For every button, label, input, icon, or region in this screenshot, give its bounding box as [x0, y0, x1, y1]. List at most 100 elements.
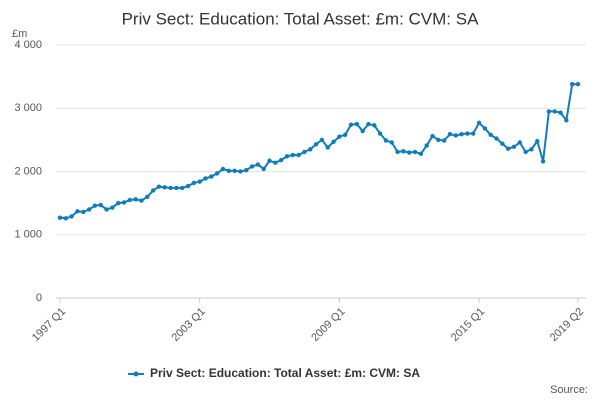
point: [325, 145, 330, 150]
point: [150, 188, 156, 193]
point: [372, 123, 377, 128]
chart-title: Priv Sect: Education: Total Asset: £m: C…: [122, 9, 479, 28]
legend-label: Priv Sect: Education: Total Asset: £m: C…: [150, 366, 420, 380]
point: [69, 214, 74, 219]
source: Source:: [550, 384, 588, 396]
y-tick-label: 0: [36, 292, 42, 304]
point: [308, 147, 313, 152]
point: [75, 209, 80, 214]
point: [482, 126, 488, 131]
point: [302, 149, 307, 155]
point: [500, 141, 505, 146]
x-tick-label: 2019 Q2: [548, 306, 586, 344]
point: [441, 138, 447, 143]
point: [86, 207, 92, 212]
point: [133, 197, 138, 202]
point: [389, 140, 394, 145]
point: [145, 194, 150, 199]
point: [424, 143, 429, 148]
point: [232, 168, 237, 174]
point: [284, 154, 290, 159]
point: [342, 132, 348, 138]
point: [529, 147, 534, 152]
point: [104, 207, 109, 212]
point: [226, 168, 231, 174]
point: [453, 133, 458, 138]
point: [366, 121, 371, 127]
series-line: [59, 83, 578, 220]
point: [459, 131, 464, 137]
x-tick-label: 2003 Q1: [170, 306, 208, 344]
point: [354, 121, 360, 127]
point: [418, 151, 424, 156]
point: [436, 137, 441, 143]
y-axis-label: £m: [12, 28, 27, 40]
point: [168, 185, 173, 191]
point: [331, 139, 336, 144]
point: [430, 133, 435, 139]
point: [261, 166, 266, 172]
point: [290, 152, 296, 158]
point: [319, 137, 325, 143]
point: [494, 136, 499, 141]
point: [360, 128, 365, 134]
point: [517, 140, 522, 145]
point: [476, 120, 482, 125]
point: [185, 183, 191, 189]
point: [278, 157, 284, 163]
point: [471, 131, 476, 136]
point: [197, 179, 202, 184]
point: [180, 185, 185, 191]
point: [273, 160, 278, 165]
point: [569, 82, 575, 87]
point: [523, 149, 528, 155]
point: [505, 146, 511, 151]
point: [139, 198, 144, 203]
point: [249, 164, 255, 169]
point: [98, 202, 103, 208]
point: [377, 131, 383, 136]
point: [412, 149, 418, 155]
point: [156, 184, 162, 189]
point: [174, 185, 179, 191]
point: [127, 197, 133, 203]
legend-marker: [133, 371, 139, 377]
point: [203, 176, 208, 181]
point: [238, 169, 243, 174]
point: [401, 149, 406, 154]
point: [395, 149, 400, 155]
y-tick-label: 4 000: [14, 39, 42, 51]
point: [488, 132, 493, 138]
point: [255, 162, 261, 167]
point: [337, 134, 342, 139]
x-tick-label: 2009 Q1: [309, 306, 347, 344]
point: [209, 174, 214, 179]
point: [558, 110, 563, 115]
point: [57, 215, 63, 220]
point: [313, 142, 319, 147]
point: [92, 203, 98, 208]
point: [511, 144, 517, 150]
point: [63, 216, 69, 221]
point: [564, 118, 569, 123]
point: [162, 185, 167, 190]
point: [465, 131, 470, 136]
point: [296, 152, 301, 158]
point: [447, 131, 453, 137]
point: [214, 171, 220, 176]
point: [244, 168, 249, 173]
point: [220, 166, 226, 172]
point: [383, 138, 389, 143]
point: [116, 200, 121, 206]
point: [575, 82, 581, 87]
x-tick-label: 1997 Q1: [30, 306, 68, 344]
point: [540, 159, 546, 164]
y-tick-label: 1 000: [14, 229, 42, 241]
point: [267, 158, 272, 163]
point: [348, 122, 354, 127]
point: [81, 209, 86, 215]
x-tick-label: 2015 Q1: [449, 306, 487, 344]
y-tick-label: 2 000: [14, 165, 42, 177]
point: [191, 180, 197, 186]
